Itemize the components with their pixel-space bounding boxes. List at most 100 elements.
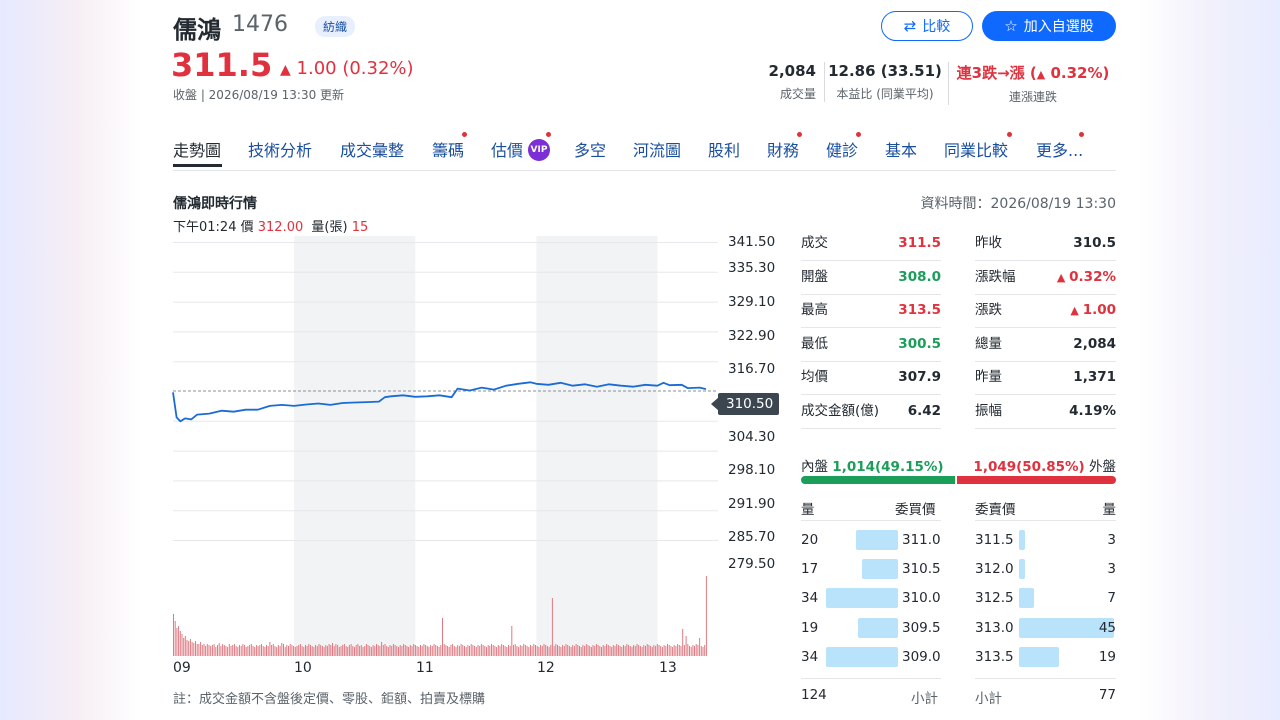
volume-bar <box>560 647 561 656</box>
volume-bar <box>478 645 479 656</box>
data-time: 資料時間：2026/08/19 13:30 <box>921 193 1117 213</box>
volume-bar <box>442 618 443 656</box>
quote-value: 1,371 <box>996 361 1116 394</box>
quote-value-text: 1,371 <box>1073 369 1116 385</box>
volume-bar <box>596 644 597 656</box>
quote-value-text: 4.19% <box>1069 403 1116 419</box>
volume-bar <box>681 646 682 656</box>
volume-bar <box>672 647 673 656</box>
y-tick: 329.10 <box>728 294 775 310</box>
volume-bar <box>269 642 270 656</box>
intraday-chart[interactable] <box>155 230 795 690</box>
volume-bar <box>589 646 590 656</box>
volume-bar <box>491 644 492 656</box>
quote-value: 2,084 <box>996 328 1116 361</box>
volume-bar <box>305 645 306 656</box>
volume-bar <box>229 644 230 656</box>
volume-bar <box>344 644 345 656</box>
volume-bar <box>192 642 193 656</box>
add-watchlist-button[interactable]: ☆ 加入自選股 <box>982 11 1116 41</box>
tab-technical[interactable]: 技術分析 <box>248 137 312 161</box>
volume-bar <box>674 645 675 656</box>
volume-bar <box>357 644 358 656</box>
volume-bar <box>369 646 370 656</box>
volume-bar <box>417 646 418 656</box>
volume-bar <box>593 645 594 656</box>
quote-value-text: 310.5 <box>1073 235 1116 251</box>
tab-valuation[interactable]: 估價 <box>491 137 523 161</box>
volume-bar <box>544 644 545 656</box>
ask-price-header: 委賣價 <box>975 498 1016 518</box>
volume-bar <box>385 644 386 656</box>
volume-bar <box>187 640 188 656</box>
x-tick: 12 <box>537 660 555 676</box>
compare-button[interactable]: ⇄ 比較 <box>881 11 973 41</box>
volume-bar <box>445 645 446 656</box>
tab-river-chart[interactable]: 河流圖 <box>633 137 681 161</box>
volume-bar <box>222 644 223 656</box>
quote-value: 300.5 <box>821 328 941 361</box>
volume-bar <box>604 646 605 656</box>
volume-bar <box>317 646 318 656</box>
industry-badge[interactable]: 紡織 <box>315 16 355 37</box>
tab-volume-summary[interactable]: 成交彙整 <box>340 137 404 161</box>
volume-bar <box>339 647 340 656</box>
stat-volume: 2,084 成交量 <box>769 62 816 102</box>
quote-value: 6.42 <box>821 395 941 428</box>
volume-bar <box>582 645 583 656</box>
section-title: 儒鴻即時行情 <box>173 193 257 213</box>
volume-bar <box>342 645 343 656</box>
volume-bar <box>464 646 465 656</box>
y-tick: 316.70 <box>728 361 775 377</box>
volume-bar <box>198 644 199 656</box>
tab-health-check[interactable]: 健診 <box>826 137 858 161</box>
stat-streak: 連3跌→漲 (▲ 0.32%) 連漲連跌 <box>948 62 1117 105</box>
volume-bar <box>566 644 567 656</box>
volume-bar <box>523 644 524 656</box>
volume-bar <box>493 645 494 656</box>
volume-bar <box>268 646 269 656</box>
volume-bar <box>459 646 460 656</box>
volume-bar <box>312 646 313 656</box>
volume-bar <box>395 645 396 656</box>
tab-bull-bear[interactable]: 多空 <box>574 137 606 161</box>
tab-financials[interactable]: 財務 <box>767 137 799 161</box>
volume-bar <box>577 645 578 656</box>
volume-bar <box>518 647 519 656</box>
volume-bar <box>327 646 328 656</box>
volume-bar <box>682 629 683 656</box>
y-tick: 279.50 <box>728 556 775 572</box>
volume-bar <box>278 645 279 656</box>
volume-bar <box>675 646 676 656</box>
tab-trend[interactable]: 走勢圖 <box>173 137 221 161</box>
x-tick: 10 <box>294 660 312 676</box>
volume-bar <box>447 646 448 656</box>
volume-bar <box>254 647 255 656</box>
volume-bar <box>352 646 353 656</box>
volume-bar <box>564 646 565 656</box>
volume-bar <box>535 645 536 656</box>
stat-value: 連3跌→漲 (▲ 0.32%) <box>949 62 1117 83</box>
volume-bar <box>508 645 509 656</box>
volume-bar <box>684 645 685 656</box>
volume-bar <box>256 645 257 656</box>
y-tick: 304.30 <box>728 429 775 445</box>
tab-dividend[interactable]: 股利 <box>708 137 740 161</box>
volume-bar <box>405 645 406 656</box>
tab-chips[interactable]: 籌碼 <box>432 137 464 161</box>
volume-bar <box>638 645 639 656</box>
tab-more[interactable]: 更多... <box>1036 137 1083 161</box>
bid-qty-header: 量 <box>801 498 815 518</box>
stock-name: 儒鴻 <box>173 10 221 45</box>
volume-bar <box>662 647 663 656</box>
volume-bar <box>373 645 374 656</box>
volume-bar <box>308 644 309 656</box>
volume-bar <box>202 645 203 656</box>
volume-bar <box>584 646 585 656</box>
volume-bar <box>212 645 213 656</box>
volume-bar <box>549 647 550 656</box>
tab-basic[interactable]: 基本 <box>885 137 917 161</box>
up-triangle-icon: ▲ <box>1057 271 1069 284</box>
tab-peer-compare[interactable]: 同業比較 <box>944 137 1008 161</box>
tab-active-underline <box>173 164 222 167</box>
